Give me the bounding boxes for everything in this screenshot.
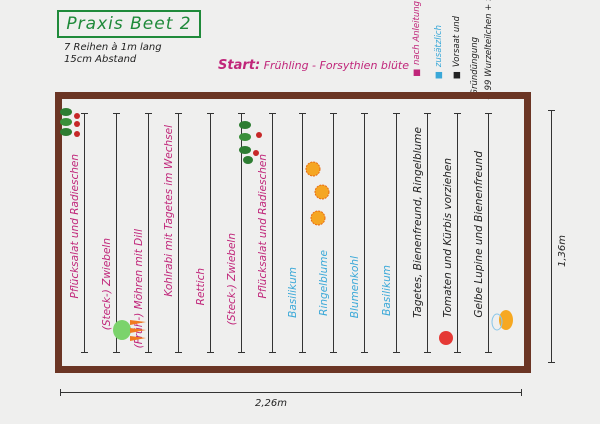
row-line: [145, 113, 152, 353]
row-line: [485, 113, 492, 353]
row-line: [175, 113, 182, 353]
tomato-icon: [439, 331, 453, 345]
row-line: [454, 113, 461, 353]
row-line: [269, 113, 276, 353]
flower-icon: [305, 161, 330, 226]
start-note: Start: Frühling - Forsythien blüte: [218, 58, 409, 73]
row-line: [238, 113, 245, 353]
row-line: [330, 113, 337, 353]
carrot-icon: [113, 320, 146, 341]
subtitle-spacing: 15cm Abstand: [64, 54, 137, 65]
row-line: [81, 113, 88, 353]
garden-bed: [55, 92, 531, 373]
height-label: 1,36m: [557, 235, 568, 268]
width-dimension-line: [60, 389, 522, 396]
start-label: Start:: [218, 58, 261, 73]
radish-icon: [239, 121, 262, 164]
subtitle-rows: 7 Reihen à 1m lang: [64, 42, 162, 53]
row-line: [361, 113, 368, 353]
width-label: 2,26m: [255, 398, 288, 409]
row-line: [113, 113, 120, 353]
bee-icon: [491, 310, 513, 331]
start-text: Frühling - Forsythien blüte: [263, 59, 409, 72]
row-line: [299, 113, 306, 353]
radish-icon: [60, 108, 80, 137]
height-dimension-line: [548, 110, 555, 363]
page-title: Praxis Beet 2: [66, 14, 192, 34]
title-box: Praxis Beet 2: [57, 10, 201, 38]
row-line: [393, 113, 400, 353]
row-line: [424, 113, 431, 353]
row-line: [207, 113, 214, 353]
